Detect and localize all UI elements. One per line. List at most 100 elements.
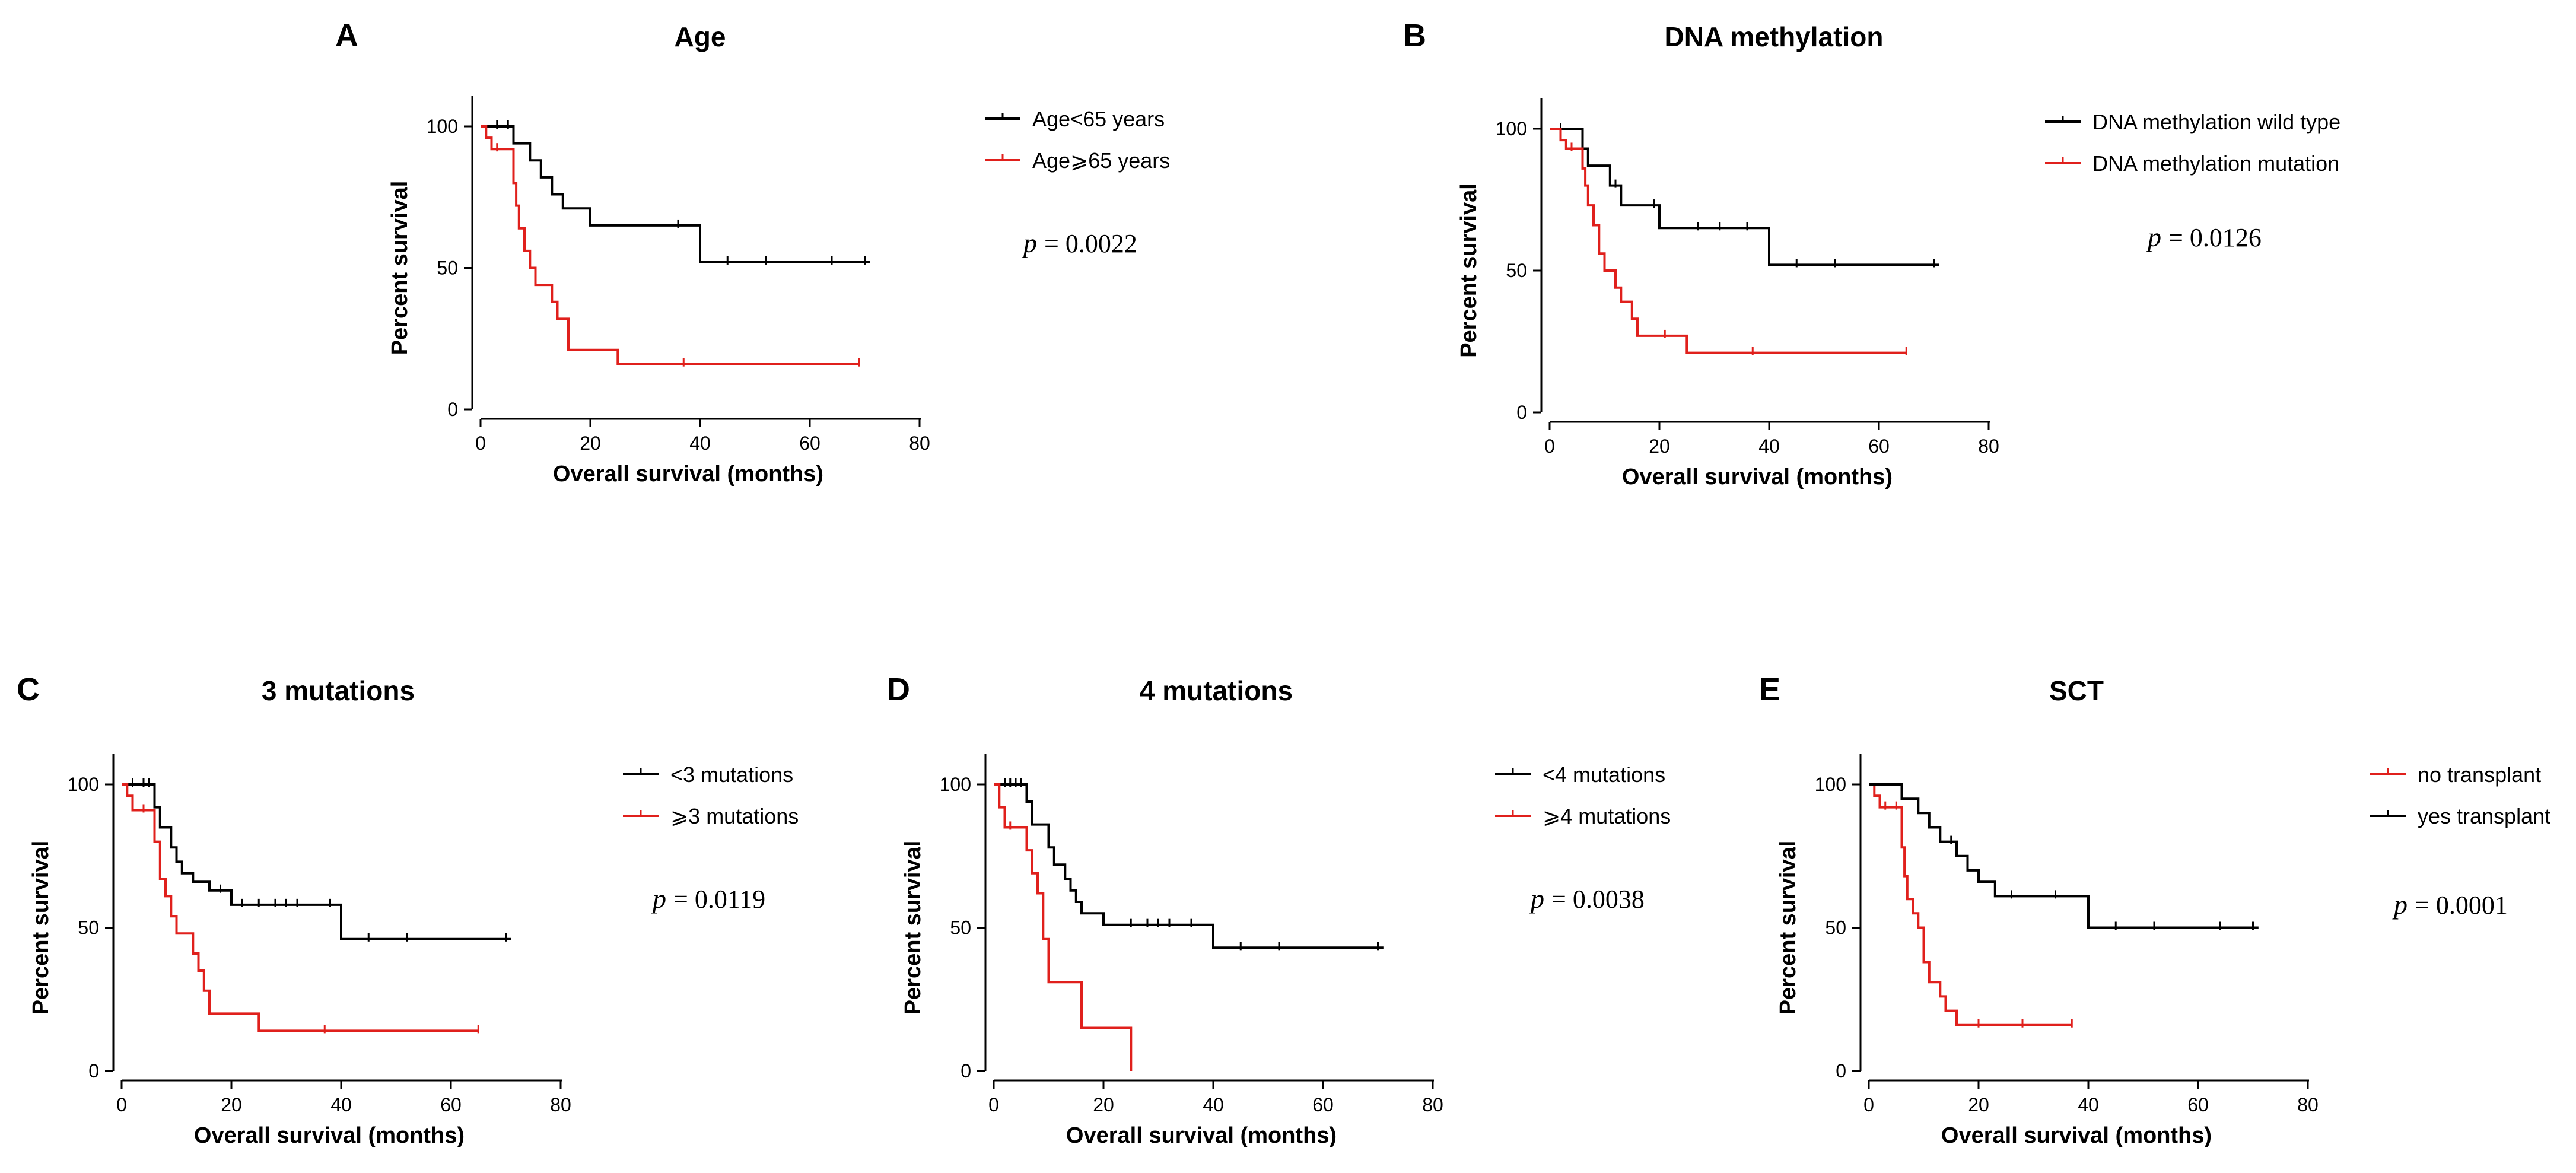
legend-label-2: ⩾3 mutations: [670, 804, 799, 828]
legend-label-2: Age⩾65 years: [1032, 148, 1170, 173]
legend-label-1: DNA methylation wild type: [2092, 110, 2340, 134]
x-tick-label: 60: [1312, 1094, 1334, 1115]
y-tick-label: 100: [940, 774, 971, 795]
x-tick-label: 60: [440, 1094, 462, 1115]
y-tick-label: 50: [1506, 260, 1527, 281]
y-axis-label: Percent survival: [901, 841, 926, 1015]
x-axis-label: Overall survival (months): [1622, 465, 1893, 489]
p-value: p = 0.0119: [651, 883, 765, 914]
survival-curve-2: [1550, 129, 1906, 353]
x-tick-label: 0: [116, 1094, 127, 1115]
y-axis-label: Percent survival: [28, 841, 53, 1015]
x-tick-label: 80: [909, 433, 930, 454]
p-value: p = 0.0038: [1529, 883, 1645, 914]
panel-title: 4 mutations: [1140, 675, 1293, 706]
p-value-symbol: p: [651, 883, 666, 914]
y-tick-label: 100: [1496, 118, 1527, 139]
panel-title: Age: [675, 21, 726, 52]
y-tick-label: 50: [1825, 917, 1846, 939]
x-tick-label: 0: [1863, 1094, 1874, 1115]
p-value-symbol: p: [2392, 889, 2408, 920]
y-tick-label: 100: [427, 116, 458, 137]
panel-title: 3 mutations: [262, 675, 415, 706]
x-tick-label: 20: [1649, 435, 1670, 457]
x-tick-label: 20: [221, 1094, 242, 1115]
x-tick-label: 60: [2187, 1094, 2209, 1115]
y-tick-label: 0: [961, 1060, 971, 1082]
y-tick-label: 50: [78, 917, 99, 939]
legend-label-1: <4 mutations: [1543, 762, 1665, 787]
y-axis-label: Percent survival: [1456, 183, 1481, 358]
p-value-number: = 0.0022: [1044, 229, 1137, 258]
x-axis-label: Overall survival (months): [1941, 1123, 2212, 1148]
p-value-number: = 0.0126: [2168, 223, 2262, 252]
panel-label: E: [1759, 672, 1780, 707]
x-tick-label: 80: [1422, 1094, 1443, 1115]
legend-label-2: ⩾4 mutations: [1543, 804, 1671, 828]
p-value-symbol: p: [1529, 883, 1544, 914]
x-axis-label: Overall survival (months): [1066, 1123, 1337, 1148]
y-axis-label: Percent survival: [387, 181, 412, 355]
p-value-number: = 0.0119: [673, 885, 765, 914]
y-tick-label: 0: [1516, 402, 1527, 423]
x-axis-label: Overall survival (months): [194, 1123, 465, 1148]
x-tick-label: 40: [2078, 1094, 2099, 1115]
survival-curve-1: [122, 784, 511, 939]
panel-title: DNA methylation: [1665, 21, 1884, 52]
p-value: p = 0.0022: [1022, 228, 1137, 258]
x-tick-label: 80: [2297, 1094, 2319, 1115]
legend-label-1: no transplant: [2418, 762, 2541, 787]
p-value-number: = 0.0038: [1551, 885, 1645, 914]
y-tick-label: 100: [1815, 774, 1846, 795]
survival-curve-1: [994, 784, 1384, 948]
x-tick-label: 60: [1868, 435, 1890, 457]
legend-label-2: yes transplant: [2418, 804, 2550, 828]
x-tick-label: 20: [1093, 1094, 1114, 1115]
panel-label: A: [335, 18, 358, 53]
x-tick-label: 40: [689, 433, 711, 454]
legend-label-1: Age<65 years: [1032, 107, 1165, 131]
p-value: p = 0.0001: [2392, 889, 2508, 920]
x-tick-label: 80: [550, 1094, 571, 1115]
survival-curve-1: [1869, 784, 2072, 1025]
panel-B: B DNA methylation 0 20 40 60 80 0 50 100 Overall s…: [1403, 18, 2340, 489]
p-value-symbol: p: [2146, 222, 2161, 252]
legend-label-1: <3 mutations: [670, 762, 793, 787]
panel-label: D: [887, 672, 910, 707]
x-tick-label: 0: [475, 433, 486, 454]
y-tick-label: 0: [447, 399, 458, 420]
p-value-number: = 0.0001: [2415, 891, 2508, 920]
survival-curve-2: [1869, 784, 2259, 928]
y-tick-label: 0: [1836, 1060, 1846, 1082]
panel-label: B: [1403, 18, 1426, 53]
y-tick-label: 0: [88, 1060, 99, 1082]
y-tick-label: 50: [950, 917, 971, 939]
panel-C: C 3 mutations 0 20 40 60 80 0 50 100 Overall survi…: [17, 672, 799, 1148]
survival-curve-1: [481, 126, 870, 262]
x-tick-label: 20: [1968, 1094, 1989, 1115]
x-tick-label: 0: [1544, 435, 1555, 457]
panel-label: C: [17, 672, 40, 707]
panel-E: E SCT 0 20 40 60 80 0 50 100 Overall survival (mon…: [1759, 672, 2550, 1148]
p-value-symbol: p: [1022, 228, 1037, 258]
x-tick-label: 60: [799, 433, 820, 454]
x-tick-label: 20: [580, 433, 601, 454]
survival-curve-2: [481, 126, 859, 364]
y-tick-label: 100: [68, 774, 99, 795]
survival-figure: A Age 0 20 40 60 80 0 50 100 Overall survival (mon…: [0, 0, 2576, 1173]
x-axis-label: Overall survival (months): [553, 462, 823, 487]
p-value: p = 0.0126: [2146, 222, 2262, 252]
survival-curve-1: [1550, 129, 1939, 265]
x-tick-label: 40: [330, 1094, 352, 1115]
x-tick-label: 0: [988, 1094, 999, 1115]
panel-title: SCT: [2049, 675, 2104, 706]
x-tick-label: 40: [1203, 1094, 1224, 1115]
survival-curve-2: [122, 784, 478, 1031]
y-axis-label: Percent survival: [1776, 841, 1801, 1015]
y-tick-label: 50: [437, 258, 458, 279]
legend-label-2: DNA methylation mutation: [2092, 151, 2339, 176]
panel-D: D 4 mutations 0 20 40 60 80 0 50 100 Overall survi…: [887, 672, 1671, 1148]
x-tick-label: 40: [1758, 435, 1780, 457]
x-tick-label: 80: [1978, 435, 1999, 457]
panel-A: A Age 0 20 40 60 80 0 50 100 Overall survival (mon…: [335, 18, 1170, 487]
